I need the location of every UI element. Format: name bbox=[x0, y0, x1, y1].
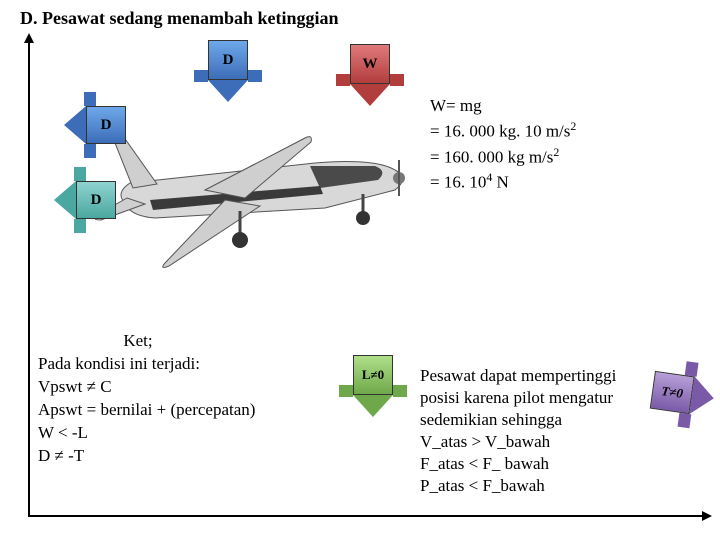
airplane-illustration bbox=[95, 108, 425, 278]
arrow-l: L≠0 bbox=[335, 355, 411, 425]
arrow-d-left-2-label: D bbox=[76, 181, 116, 219]
w-calc-line1: W= mg bbox=[430, 95, 576, 118]
expl-l3: sedemikian sehingga bbox=[420, 409, 670, 431]
arrow-w-label: W bbox=[350, 44, 390, 84]
arrow-d-left-1: D bbox=[64, 90, 140, 160]
ket-title: Ket; bbox=[38, 330, 238, 353]
arrow-d-left-1-label: D bbox=[86, 106, 126, 144]
w-calc-line2: = 16. 000 kg. 10 m/s2 bbox=[430, 118, 576, 144]
expl-l2: posisi karena pilot mengatur bbox=[420, 387, 670, 409]
expl-l4: V_atas > V_bawah bbox=[420, 431, 670, 453]
expl-l5: F_atas < F_ bawah bbox=[420, 453, 670, 475]
arrow-d-top-label: D bbox=[208, 40, 248, 80]
expl-l1: Pesawat dapat mempertinggi bbox=[420, 365, 670, 387]
arrow-d-left-2: D bbox=[54, 165, 130, 235]
arrow-w: W bbox=[332, 44, 408, 114]
page-title: D. Pesawat sedang menambah ketinggian bbox=[20, 8, 339, 29]
w-calculation: W= mg = 16. 000 kg. 10 m/s2 = 160. 000 k… bbox=[430, 95, 576, 195]
ket-l4: W < -L bbox=[38, 422, 328, 445]
explanation-block: Pesawat dapat mempertinggi posisi karena… bbox=[420, 365, 670, 498]
arrow-l-label: L≠0 bbox=[353, 355, 393, 395]
ket-l5: D ≠ -T bbox=[38, 445, 328, 468]
ket-l1: Pada kondisi ini terjadi: bbox=[38, 353, 328, 376]
w-calc-line3: = 160. 000 kg m/s2 bbox=[430, 144, 576, 170]
ket-l2: Vpswt ≠ C bbox=[38, 376, 328, 399]
arrow-d-top: D bbox=[190, 40, 266, 110]
ket-l3: Apswt = bernilai + (percepatan) bbox=[38, 399, 328, 422]
w-calc-line4: = 16. 104 N bbox=[430, 169, 576, 195]
ket-block: Ket; Pada kondisi ini terjadi: Vpswt ≠ C… bbox=[38, 330, 328, 468]
expl-l6: P_atas < F_bawah bbox=[420, 475, 670, 497]
